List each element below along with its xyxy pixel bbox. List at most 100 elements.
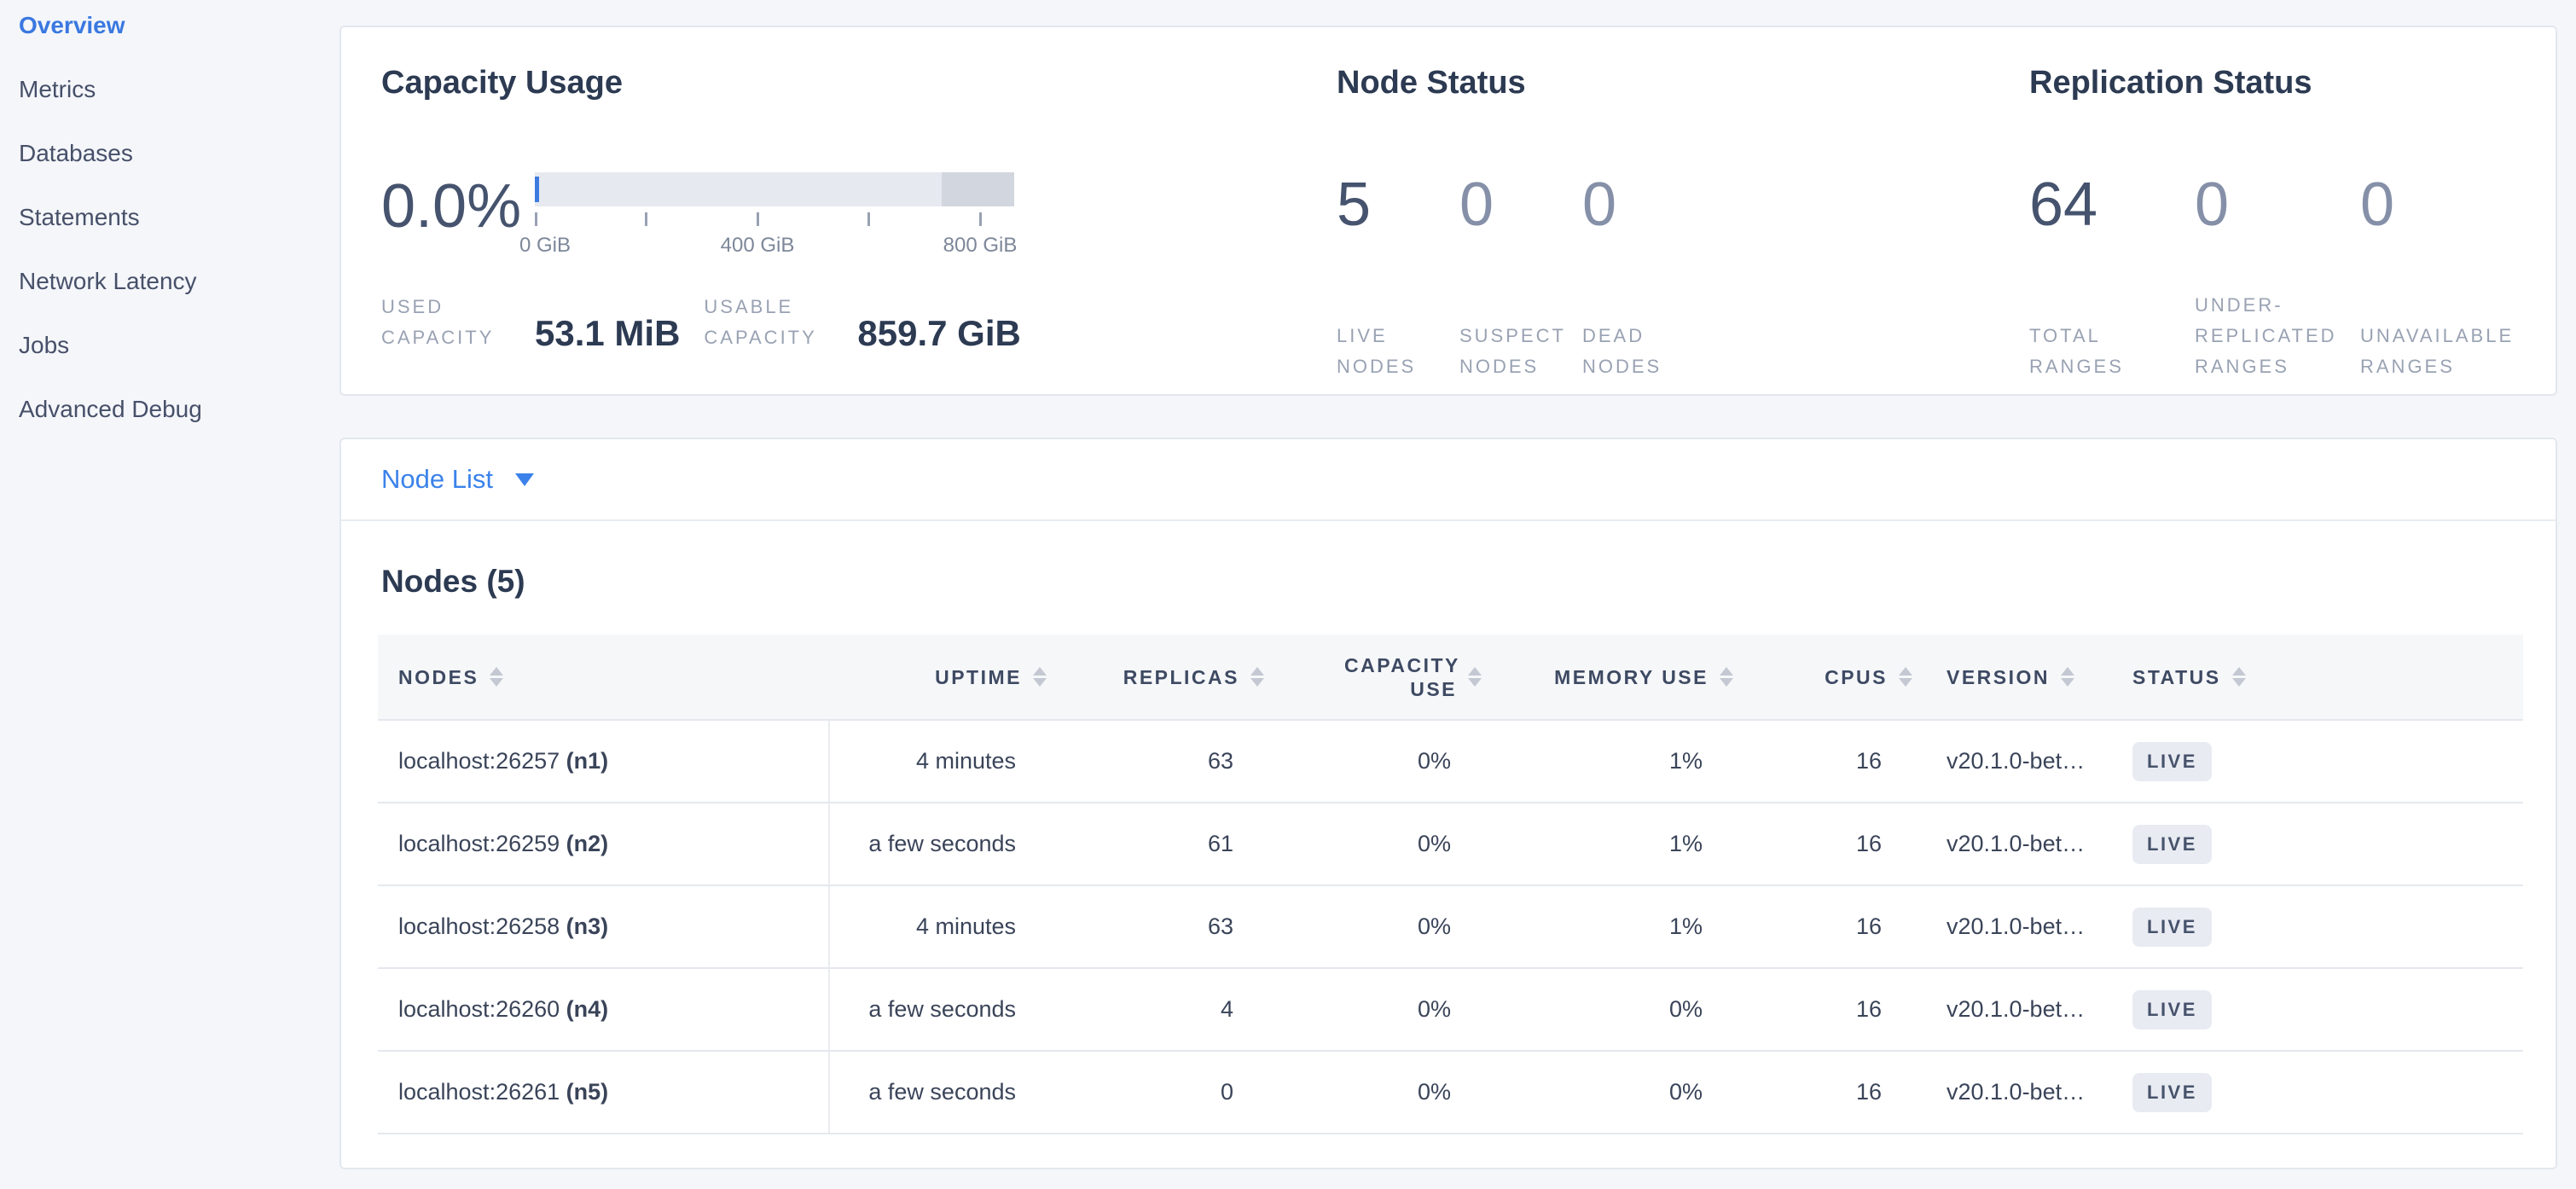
sort-icon (1033, 667, 1047, 687)
status-badge: LIVE (2132, 824, 2212, 864)
sidebar-item-databases[interactable]: Databases (19, 140, 133, 166)
node-address: localhost:26261 (398, 1079, 566, 1105)
version-cell: v20.1.0-bet… (1921, 720, 2109, 803)
used-capacity-value: 53.1 MiB (535, 313, 681, 353)
capacity-bar-used-marker (535, 177, 539, 202)
column-label: VERSION (1947, 665, 2051, 688)
axis-tick (645, 212, 647, 226)
suspect-nodes-value: 0 (1459, 171, 1494, 239)
replicas-cell: 61 (1055, 803, 1273, 886)
capacity-axis-ticks (535, 212, 1014, 227)
node-address-cell[interactable]: localhost:26257 (n1) (378, 720, 830, 803)
version-cell: v20.1.0-bet… (1921, 885, 2109, 969)
uptime-cell: 4 minutes (829, 885, 1055, 969)
node-status-stats: 5 LIVE NODES 0 SUSPECT NODES 0 DEAD NODE… (1337, 172, 1705, 382)
column-header-nodes[interactable]: NODES (378, 635, 829, 721)
replicas-cell: 4 (1055, 968, 1273, 1052)
node-address-cell[interactable]: localhost:26258 (n3) (378, 885, 830, 969)
memory-use-cell: 1% (1490, 803, 1742, 886)
cpus-cell: 16 (1742, 968, 1921, 1052)
cpus-cell: 16 (1742, 885, 1921, 969)
column-label: NODES (398, 665, 479, 688)
node-address-cell[interactable]: localhost:26259 (n2) (378, 803, 830, 886)
dead-nodes-stat: 0 DEAD NODES (1582, 172, 1705, 382)
uptime-cell: 4 minutes (829, 720, 1055, 803)
live-nodes-value: 5 (1337, 171, 1372, 239)
table-row[interactable]: localhost:26258 (n3) 4 minutes 63 0% 1% … (378, 885, 2523, 969)
node-status-title: Node Status (1337, 65, 1526, 101)
version-cell: v20.1.0-bet… (1921, 968, 2109, 1052)
live-nodes-label: LIVE NODES (1337, 325, 1417, 377)
sidebar-item-metrics[interactable]: Metrics (19, 76, 96, 102)
usable-capacity-value: 859.7 GiB (857, 313, 1021, 353)
sort-icon (2061, 667, 2075, 687)
status-cell: LIVE (2109, 720, 2523, 803)
column-label: CPUS (1825, 665, 1888, 688)
column-header-status[interactable]: STATUS (2109, 635, 2523, 721)
column-header-uptime[interactable]: UPTIME (829, 635, 1055, 721)
suspect-nodes-label: SUSPECT NODES (1459, 325, 1566, 377)
total-ranges-stat: 64 TOTAL RANGES (2029, 172, 2195, 382)
sidebar-item-overview[interactable]: Overview (19, 12, 125, 38)
used-capacity-metric: USED CAPACITY 53.1 MiB (381, 292, 680, 353)
axis-label-800: 800 GiB (943, 234, 1018, 257)
node-address-cell[interactable]: localhost:26261 (n5) (378, 1051, 830, 1134)
table-row[interactable]: localhost:26259 (n2) a few seconds 61 0%… (378, 803, 2523, 886)
dead-nodes-label: DEAD NODES (1582, 325, 1662, 377)
cpus-cell: 16 (1742, 1051, 1921, 1134)
uptime-cell: a few seconds (829, 968, 1055, 1052)
cpus-cell: 16 (1742, 720, 1921, 803)
nodes-table: NODES UPTIME REPLICAS CAPACITY USE MEMOR… (378, 635, 2523, 1134)
status-cell: LIVE (2109, 885, 2523, 969)
node-list-dropdown[interactable]: Node List (381, 439, 534, 519)
under-replicated-ranges-value: 0 (2195, 171, 2230, 239)
node-status-section: Node Status 5 LIVE NODES 0 SUSPECT NODES… (1337, 27, 1985, 394)
status-cell: LIVE (2109, 1051, 2523, 1134)
status-cell: LIVE (2109, 968, 2523, 1052)
sort-icon (1720, 667, 1733, 687)
capacity-use-cell: 0% (1273, 720, 1490, 803)
sort-icon (1468, 667, 1482, 687)
nodes-table-title: Nodes (5) (381, 564, 525, 599)
table-row[interactable]: localhost:26261 (n5) a few seconds 0 0% … (378, 1051, 2523, 1134)
column-header-cpus[interactable]: CPUS (1742, 635, 1921, 721)
capacity-axis-labels: 0 GiB 400 GiB 800 GiB (519, 234, 1017, 259)
memory-use-cell: 1% (1490, 885, 1742, 969)
version-cell: v20.1.0-bet… (1921, 1051, 2109, 1134)
node-address: localhost:26257 (398, 748, 566, 774)
sidebar-item-jobs[interactable]: Jobs (19, 332, 70, 358)
sidebar-item-network-latency[interactable]: Network Latency (19, 268, 197, 294)
replicas-cell: 0 (1055, 1051, 1273, 1134)
capacity-usage-title: Capacity Usage (381, 65, 624, 101)
memory-use-cell: 0% (1490, 1051, 1742, 1134)
column-header-memory-use[interactable]: MEMORY USE (1490, 635, 1742, 721)
usable-capacity-metric: USABLE CAPACITY 859.7 GiB (704, 292, 1020, 353)
column-header-version[interactable]: VERSION (1921, 635, 2109, 721)
dead-nodes-value: 0 (1582, 171, 1617, 239)
column-label: UPTIME (935, 665, 1022, 688)
capacity-use-cell: 0% (1273, 1051, 1490, 1134)
total-ranges-value: 64 (2029, 171, 2098, 239)
cluster-summary-card: Capacity Usage 0.0% 0 GiB 400 GiB 800 Gi… (339, 26, 2557, 396)
column-header-capacity-use[interactable]: CAPACITY USE (1273, 635, 1490, 721)
table-row[interactable]: localhost:26257 (n1) 4 minutes 63 0% 1% … (378, 720, 2523, 803)
axis-label-400: 400 GiB (720, 234, 795, 257)
sidebar: Overview Metrics Databases Statements Ne… (0, 0, 338, 461)
node-address: localhost:26260 (398, 996, 566, 1022)
unavailable-ranges-label: UNAVAILABLE RANGES (2360, 325, 2515, 377)
node-id: (n4) (566, 996, 609, 1022)
suspect-nodes-stat: 0 SUSPECT NODES (1459, 172, 1582, 382)
node-address-cell[interactable]: localhost:26260 (n4) (378, 968, 830, 1052)
unavailable-ranges-stat: 0 UNAVAILABLE RANGES (2360, 172, 2526, 382)
column-label: STATUS (2132, 665, 2221, 688)
uptime-cell: a few seconds (829, 803, 1055, 886)
replication-status-stats: 64 TOTAL RANGES 0 UNDER-REPLICATED RANGE… (2029, 172, 2526, 382)
capacity-used-percent: 0.0% (381, 172, 522, 241)
sidebar-item-advanced-debug[interactable]: Advanced Debug (19, 396, 202, 422)
sidebar-item-statements[interactable]: Statements (19, 204, 140, 230)
column-header-replicas[interactable]: REPLICAS (1055, 635, 1273, 721)
sort-icon (2231, 667, 2246, 687)
table-row[interactable]: localhost:26260 (n4) a few seconds 4 0% … (378, 968, 2523, 1052)
status-cell: LIVE (2109, 803, 2523, 886)
live-nodes-stat: 5 LIVE NODES (1337, 172, 1459, 382)
